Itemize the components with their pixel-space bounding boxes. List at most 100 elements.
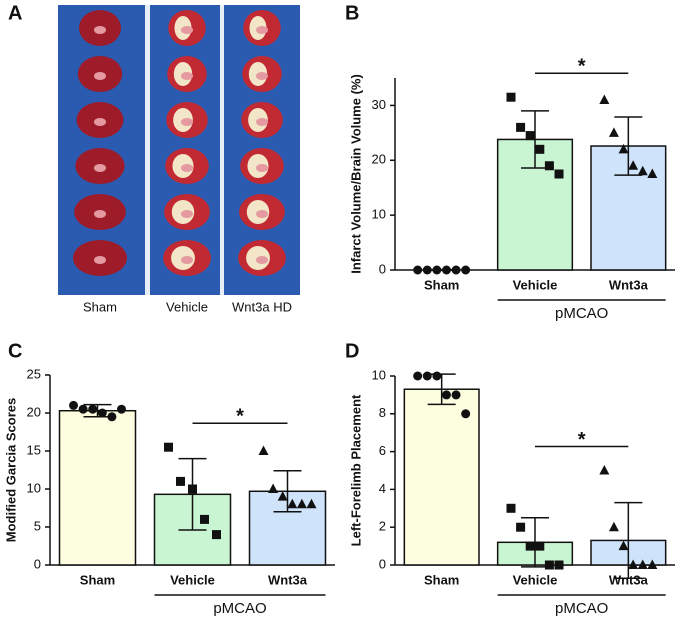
ventricle: [256, 164, 268, 172]
ventricle: [181, 256, 193, 264]
data-point: [422, 265, 432, 275]
photo-caption: Sham: [83, 299, 117, 314]
ventricle: [94, 256, 106, 264]
y-tick-label: 0: [34, 556, 41, 571]
data-point: [287, 498, 298, 509]
data-point: [608, 521, 619, 532]
data-point: [212, 530, 221, 540]
y-tick-label: 20: [27, 404, 41, 419]
y-tick-label: 2: [379, 519, 386, 534]
bar: [58, 409, 137, 566]
significance-label: *: [578, 55, 586, 77]
y-tick-label: 20: [372, 152, 386, 167]
x-tick-label: Vehicle: [513, 572, 558, 587]
data-point: [628, 559, 639, 569]
data-point: [451, 390, 461, 400]
y-tick-label: 5: [34, 518, 41, 533]
data-point: [506, 503, 516, 513]
group-label: pMCAO: [555, 600, 608, 617]
data-point: [516, 122, 526, 132]
data-point: [535, 144, 545, 154]
data-point: [554, 560, 564, 570]
x-tick-label: Wnt3a: [609, 277, 649, 292]
data-point: [618, 540, 629, 551]
data-point: [637, 165, 648, 176]
y-tick-label: 30: [372, 97, 386, 112]
ventricle: [94, 26, 106, 34]
y-axis-label: Left-Forelimb Placement: [348, 394, 363, 546]
y-tick-label: 4: [379, 481, 386, 496]
data-point: [647, 168, 658, 178]
group-label: pMCAO: [555, 305, 608, 322]
data-point: [422, 371, 432, 381]
ventricle: [181, 118, 193, 126]
data-point: [432, 371, 442, 381]
data-point: [277, 491, 288, 501]
data-point: [599, 94, 610, 104]
ventricle: [94, 118, 106, 126]
y-tick-label: 10: [27, 480, 41, 495]
significance-label: *: [578, 429, 586, 451]
x-tick-label: Wnt3a: [609, 572, 649, 587]
bar: [403, 388, 480, 566]
data-point: [535, 541, 545, 551]
data-point: [117, 404, 126, 414]
ventricle: [94, 72, 106, 80]
x-tick-label: Vehicle: [513, 277, 558, 292]
photo-caption: Vehicle: [166, 299, 208, 314]
data-point: [413, 265, 423, 275]
data-point: [268, 483, 279, 493]
data-point: [506, 92, 516, 102]
ventricle: [181, 26, 193, 34]
ventricle: [256, 256, 268, 264]
y-tick-label: 25: [27, 366, 41, 381]
y-tick-label: 10: [372, 207, 386, 222]
panel-letter: A: [8, 2, 22, 24]
brain-slices: [73, 10, 286, 276]
significance-label: *: [236, 405, 244, 427]
ventricle: [256, 26, 268, 34]
data-point: [69, 400, 78, 410]
data-point: [97, 408, 107, 418]
data-point: [637, 559, 648, 569]
panel-letter: D: [345, 340, 359, 362]
y-tick-label: 0: [379, 556, 386, 571]
data-point: [525, 541, 535, 551]
data-point: [164, 442, 173, 452]
data-point: [544, 161, 554, 171]
data-point: [608, 127, 619, 137]
data-point: [200, 514, 209, 524]
x-tick-label: Sham: [424, 277, 459, 292]
ventricle: [256, 210, 268, 218]
y-tick-label: 8: [379, 405, 386, 420]
y-tick-label: 15: [27, 442, 41, 457]
data-point: [88, 404, 98, 414]
data-point: [599, 465, 610, 475]
ventricle: [181, 210, 193, 218]
data-point: [296, 498, 307, 509]
data-point: [544, 560, 554, 570]
y-tick-label: 6: [379, 443, 386, 458]
data-point: [461, 409, 471, 419]
ventricle: [94, 210, 106, 218]
data-point: [647, 559, 658, 569]
data-point: [176, 476, 185, 486]
photo-caption: Wnt3a HD: [232, 299, 292, 314]
ventricle: [94, 164, 106, 172]
x-tick-label: Wnt3a: [268, 572, 308, 587]
data-point: [413, 371, 423, 381]
ventricle: [256, 72, 268, 80]
chart-panel: B Infarct Volume/Brain Volume (%) 0 10 20 30 S…: [345, 2, 675, 322]
chart-panel: C Modified Garcia Scores 0 5 10 15 20 25 Sham Veh…: [3, 340, 335, 617]
panel-letter: C: [8, 340, 22, 362]
separator: [220, 5, 224, 295]
data-point: [461, 265, 471, 275]
y-tick-label: 10: [372, 367, 386, 382]
panel-letter: B: [345, 2, 359, 24]
photo-panel: A Sham Vehicle Wnt3a HD: [8, 2, 300, 314]
data-point: [78, 404, 88, 414]
chart-panel: D Left-Forelimb Placement 0 2 4 6 8 10 Sham Vehic…: [345, 340, 675, 617]
data-point: [554, 169, 564, 179]
x-tick-label: Vehicle: [170, 572, 215, 587]
y-axis-label: Infarct Volume/Brain Volume (%): [348, 74, 363, 274]
